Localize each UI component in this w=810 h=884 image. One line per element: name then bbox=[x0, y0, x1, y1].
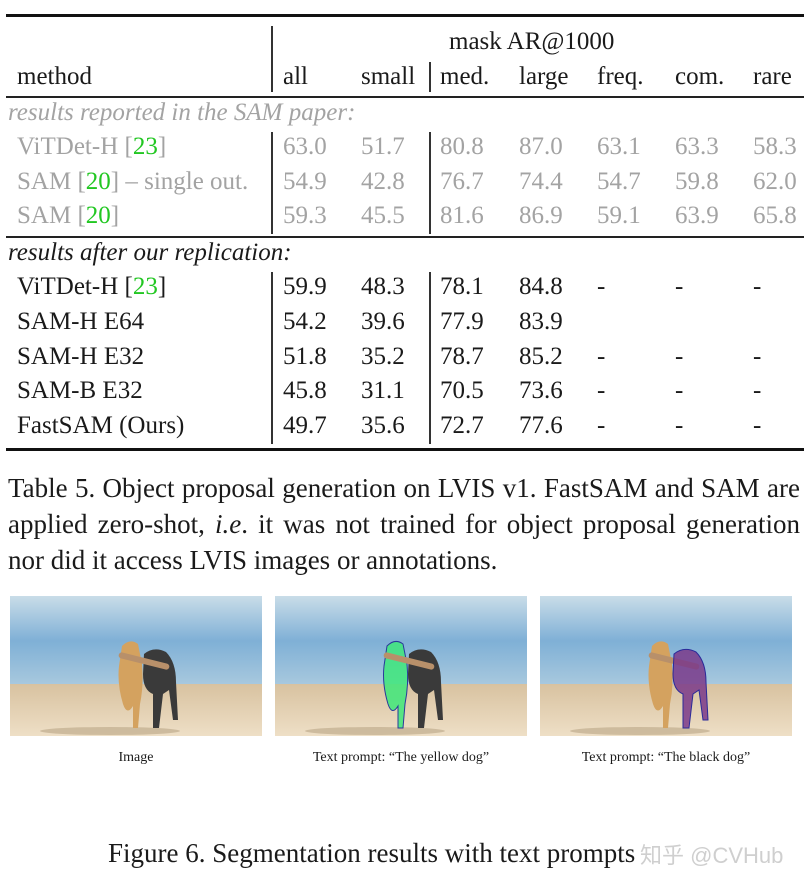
value-small: 35.6 bbox=[361, 412, 405, 439]
method-column-divider bbox=[271, 26, 273, 92]
value-med: 80.8 bbox=[440, 133, 484, 160]
group-header: mask AR@1000 bbox=[449, 28, 615, 55]
table-bottom-rule bbox=[6, 448, 804, 451]
panel-label-black-dog: Text prompt: “The black dog” bbox=[581, 750, 751, 765]
value-all: 51.8 bbox=[283, 343, 327, 370]
value-large: 73.6 bbox=[519, 377, 563, 404]
section-rule bbox=[6, 236, 804, 238]
value-med: 78.1 bbox=[440, 273, 484, 300]
panel-label-image: Image bbox=[118, 750, 154, 765]
value-large: 86.9 bbox=[519, 202, 563, 229]
figure-panel-black-dog bbox=[540, 596, 792, 736]
value-small: 39.6 bbox=[361, 308, 405, 335]
method-cell: FastSAM (Ours) bbox=[17, 412, 185, 439]
col-header-com: com. bbox=[675, 63, 725, 90]
value-med: 78.7 bbox=[440, 343, 484, 370]
value-large: 77.6 bbox=[519, 412, 563, 439]
citation-link[interactable]: 23 bbox=[132, 273, 158, 300]
size-column-divider bbox=[429, 272, 431, 444]
section-title-sam-paper: results reported in the SAM paper: bbox=[8, 99, 356, 126]
value-small: 51.7 bbox=[361, 133, 405, 160]
col-header-med: med. bbox=[440, 63, 490, 90]
watermark: 知乎 @CVHub bbox=[640, 843, 784, 868]
value-med: 77.9 bbox=[440, 308, 484, 335]
value-rare: 62.0 bbox=[753, 168, 797, 195]
value-freq: 63.1 bbox=[597, 133, 641, 160]
value-small: 31.1 bbox=[361, 377, 405, 404]
value-com: 63.9 bbox=[675, 202, 719, 229]
beach-dogs-photo bbox=[10, 596, 262, 736]
citation-link[interactable]: 20 bbox=[85, 202, 111, 229]
value-all: 49.7 bbox=[283, 412, 327, 439]
size-column-divider bbox=[429, 132, 431, 234]
method-cell: SAM [20] bbox=[17, 202, 120, 229]
value-all: 59.3 bbox=[283, 202, 327, 229]
value-freq: - bbox=[597, 412, 606, 439]
method-cell: ViTDet-H [23] bbox=[17, 273, 167, 300]
figure-panel-image bbox=[10, 596, 262, 736]
figure-caption: Figure 6. Segmentation results with text… bbox=[108, 838, 636, 868]
value-freq: 59.1 bbox=[597, 202, 641, 229]
col-header-small: small bbox=[361, 63, 416, 90]
citation-link[interactable]: 20 bbox=[85, 168, 111, 195]
value-all: 45.8 bbox=[283, 377, 327, 404]
value-all: 54.9 bbox=[283, 168, 327, 195]
section-title-replication: results after our replication: bbox=[8, 239, 292, 266]
panel-label-yellow-dog: Text prompt: “The yellow dog” bbox=[312, 750, 490, 765]
value-com: - bbox=[675, 343, 684, 370]
value-all: 54.2 bbox=[283, 308, 327, 335]
value-freq: - bbox=[597, 343, 606, 370]
col-header-rare: rare bbox=[753, 63, 792, 90]
value-rare: - bbox=[753, 343, 762, 370]
table-caption: Table 5. Object proposal generation on L… bbox=[8, 473, 800, 575]
value-rare: - bbox=[753, 273, 762, 300]
value-large: 84.8 bbox=[519, 273, 563, 300]
value-med: 76.7 bbox=[440, 168, 484, 195]
value-large: 85.2 bbox=[519, 343, 563, 370]
col-header-freq: freq. bbox=[597, 63, 644, 90]
value-com: - bbox=[675, 377, 684, 404]
value-freq: - bbox=[597, 273, 606, 300]
value-com: - bbox=[675, 273, 684, 300]
value-freq: - bbox=[597, 377, 606, 404]
method-cell: SAM-H E64 bbox=[17, 308, 145, 335]
value-large: 74.4 bbox=[519, 168, 563, 195]
beach-dogs-photo-yellow-mask bbox=[275, 596, 527, 736]
col-header-large: large bbox=[519, 63, 569, 90]
header-rule bbox=[6, 96, 804, 98]
citation-link[interactable]: 23 bbox=[132, 133, 158, 160]
value-com: 63.3 bbox=[675, 133, 719, 160]
method-column-divider bbox=[271, 272, 273, 444]
value-small: 42.8 bbox=[361, 168, 405, 195]
value-large: 83.9 bbox=[519, 308, 563, 335]
col-header-all: all bbox=[283, 63, 308, 90]
value-rare: 58.3 bbox=[753, 133, 797, 160]
value-med: 70.5 bbox=[440, 377, 484, 404]
value-all: 63.0 bbox=[283, 133, 327, 160]
method-cell: SAM [20] – single out. bbox=[17, 168, 249, 195]
table-top-rule bbox=[6, 14, 804, 17]
value-med: 72.7 bbox=[440, 412, 484, 439]
value-com: - bbox=[675, 412, 684, 439]
method-cell: ViTDet-H [23] bbox=[17, 133, 167, 160]
method-column-divider bbox=[271, 132, 273, 234]
size-column-divider bbox=[429, 62, 431, 92]
value-freq: 54.7 bbox=[597, 168, 641, 195]
method-cell: SAM-B E32 bbox=[17, 377, 143, 404]
value-rare: - bbox=[753, 412, 762, 439]
value-large: 87.0 bbox=[519, 133, 563, 160]
value-small: 45.5 bbox=[361, 202, 405, 229]
value-med: 81.6 bbox=[440, 202, 484, 229]
beach-dogs-photo-black-mask bbox=[540, 596, 792, 736]
value-com: 59.8 bbox=[675, 168, 719, 195]
method-cell: SAM-H E32 bbox=[17, 343, 145, 370]
value-all: 59.9 bbox=[283, 273, 327, 300]
value-small: 35.2 bbox=[361, 343, 405, 370]
figure-panel-yellow-dog bbox=[275, 596, 527, 736]
value-rare: 65.8 bbox=[753, 202, 797, 229]
col-header-method: method bbox=[17, 63, 92, 90]
value-small: 48.3 bbox=[361, 273, 405, 300]
value-rare: - bbox=[753, 377, 762, 404]
